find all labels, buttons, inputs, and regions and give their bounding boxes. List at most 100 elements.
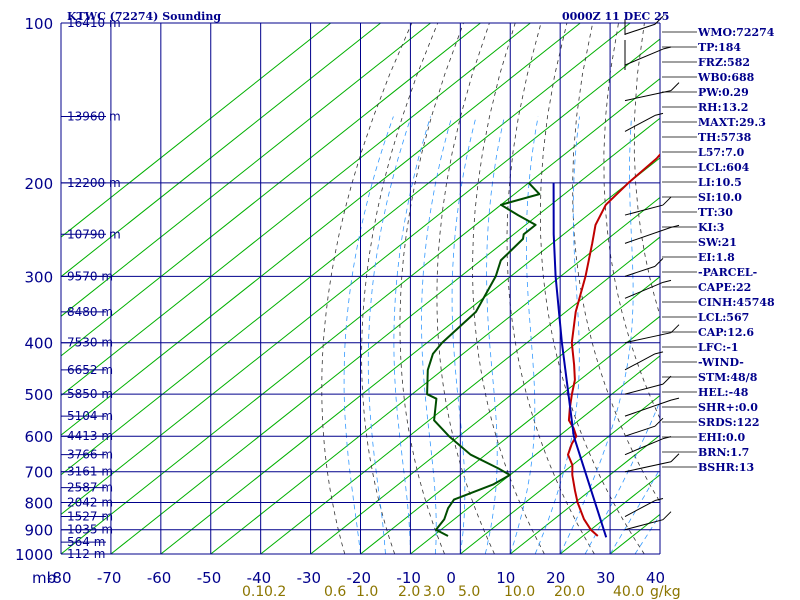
- wind-barb: [624, 461, 672, 473]
- wind-barb: [624, 383, 664, 395]
- pressure-label: 400: [25, 335, 54, 353]
- dry-adiabat: [506, 23, 595, 554]
- wind-barb-flag: [670, 397, 680, 401]
- pressure-label: 800: [25, 495, 54, 513]
- moist-adiabat: [609, 468, 660, 554]
- height-label: 13960 m: [67, 110, 121, 124]
- dry-adiabat: [472, 23, 545, 554]
- height-label: 9570 m: [67, 269, 113, 283]
- mixing-ratio-label: 5.0: [458, 584, 480, 600]
- wind-barb-flag: [670, 453, 680, 463]
- isotherm-line: [160, 157, 660, 554]
- height-label: 3161 m: [67, 465, 113, 479]
- index-value: MAXT:29.3: [698, 116, 766, 129]
- height-label: 2042 m: [67, 496, 113, 510]
- moist-adiabat: [584, 400, 660, 554]
- index-value: STM:48/8: [698, 371, 758, 384]
- moist-adiabat: [451, 116, 477, 554]
- height-label: 12200 m: [67, 176, 121, 190]
- isotherm-line: [210, 196, 660, 554]
- isotherm-line: [360, 315, 660, 554]
- x-tick-label: -10: [396, 569, 421, 587]
- wind-barb: [624, 500, 656, 517]
- height-label: 16410 m: [67, 16, 121, 30]
- wind-barb-flag: [654, 257, 664, 267]
- index-value: TT:30: [698, 206, 733, 219]
- wind-barb-flag: [662, 279, 672, 283]
- index-value: L57:7.0: [698, 146, 745, 159]
- index-value: EHI:0.0: [698, 431, 745, 444]
- pressure-label: 100: [25, 15, 54, 33]
- wind-barb-flag: [670, 324, 680, 334]
- dry-adiabat: [436, 23, 495, 554]
- x-tick-label: -20: [347, 569, 372, 587]
- index-value: TH:5738: [698, 131, 752, 144]
- pressure-label: 600: [25, 428, 54, 446]
- dry-adiabat: [572, 23, 660, 503]
- index-value: FRZ:582: [698, 56, 750, 69]
- dry-adiabat: [539, 23, 645, 554]
- index-value: PW:0.29: [698, 86, 749, 99]
- pressure-label: 900: [25, 522, 54, 540]
- index-value: KI:3: [698, 221, 724, 234]
- temperature-trace: [567, 153, 660, 537]
- parcel-trace: [552, 182, 608, 538]
- wind-barb-flag: [654, 417, 664, 427]
- dry-adiabat: [603, 23, 660, 420]
- pressure-label: 300: [25, 268, 54, 286]
- moist-adiabat: [534, 116, 580, 554]
- index-value: LCL:567: [698, 311, 749, 324]
- wind-barb-flag: [654, 498, 664, 502]
- height-label: 6652 m: [67, 363, 113, 377]
- index-value: CAPE:22: [698, 281, 751, 294]
- wind-barb: [624, 226, 672, 244]
- height-label: 564 m: [67, 535, 105, 549]
- isotherm-line: [61, 23, 481, 357]
- wind-barb: [624, 399, 672, 417]
- isotherm-line: [61, 23, 631, 476]
- index-value: BSHR:13: [698, 461, 754, 474]
- wind-barb: [624, 23, 656, 35]
- height-label: 2587 m: [67, 481, 113, 495]
- moist-adiabat: [484, 116, 505, 554]
- x-tick-label: 30: [596, 569, 615, 587]
- x-tick-label: -80: [47, 569, 72, 587]
- index-value: SW:21: [698, 236, 737, 249]
- x-tick-label: 0: [446, 569, 456, 587]
- isotherm-line: [61, 38, 660, 516]
- wind-barb-flag: [662, 375, 672, 385]
- wind-barb-flag: [654, 112, 664, 116]
- wind-barb: [624, 204, 664, 216]
- dewpoint-trace: [426, 182, 541, 537]
- index-value: EI:1.8: [698, 251, 735, 264]
- height-label: 3766 m: [67, 448, 113, 462]
- wind-barb-flag: [662, 511, 672, 521]
- wind-barb: [624, 425, 656, 437]
- wind-barb: [624, 48, 664, 66]
- x-tick-label: -40: [247, 569, 272, 587]
- dry-adiabat: [321, 23, 413, 554]
- mixing-ratio-label: 0.2: [264, 584, 286, 600]
- index-value: HEL:-48: [698, 386, 749, 399]
- pressure-label: 1000: [15, 546, 53, 564]
- x-tick-label: -70: [97, 569, 122, 587]
- height-label: 7530 m: [67, 336, 113, 350]
- index-value: LCL:604: [698, 161, 750, 174]
- mixing-ratio-label: 3.0: [423, 584, 445, 600]
- x-tick-label: 40: [646, 569, 665, 587]
- moist-adiabat: [343, 116, 394, 554]
- moist-adiabat: [421, 116, 453, 554]
- index-value: RH:13.2: [698, 101, 748, 114]
- mixing-ratio-label: 10.0: [504, 584, 535, 600]
- height-label: 112 m: [67, 547, 105, 561]
- x-tick-label: 10: [496, 569, 515, 587]
- moist-adiabat: [367, 116, 412, 554]
- index-value: SHR+:0.0: [698, 401, 758, 414]
- index-value: WMO:72274: [697, 26, 775, 39]
- index-value: BRN:1.7: [698, 446, 749, 459]
- mixing-ratio-label: 2.0: [398, 584, 420, 600]
- wind-barb-flag: [654, 351, 664, 355]
- index-value: WB0:688: [697, 71, 755, 84]
